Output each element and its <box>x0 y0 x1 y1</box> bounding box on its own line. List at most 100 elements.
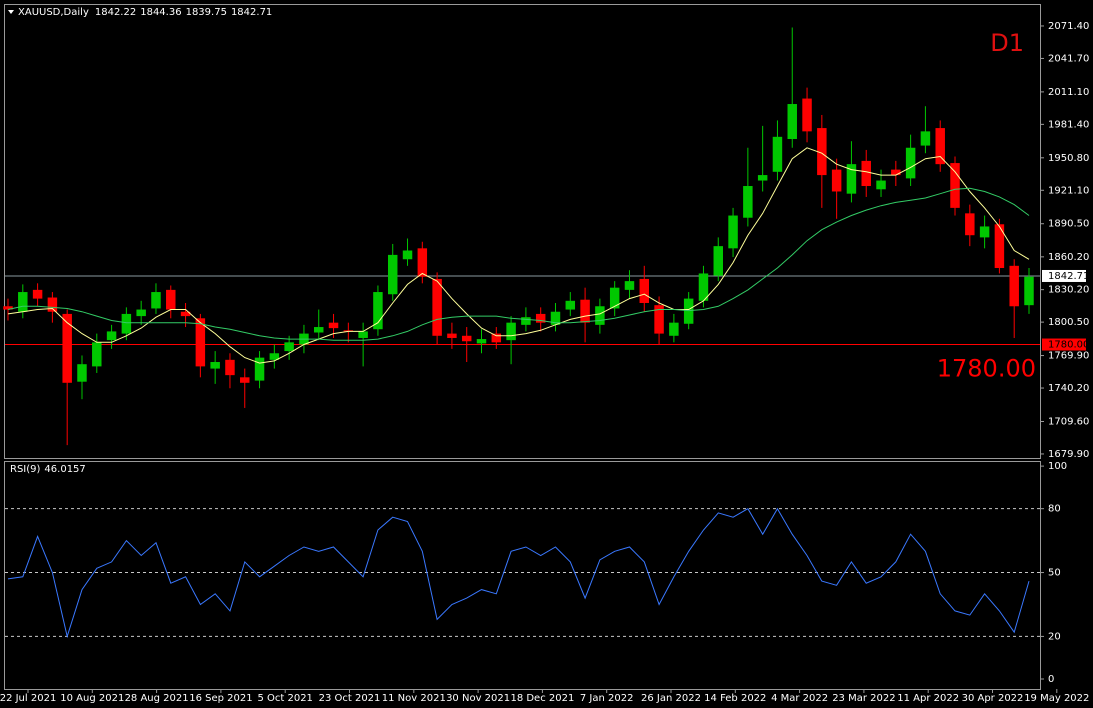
rsi-pane <box>4 461 1041 690</box>
x-tick-label: 19 May 2022 <box>1024 693 1089 704</box>
rsi-title: RSI(9) <box>10 464 41 475</box>
x-tick-label: 11 Apr 2022 <box>897 693 959 704</box>
x-tick-label: 26 Jan 2022 <box>641 693 701 704</box>
candle-body <box>210 362 220 369</box>
x-tick-label: 30 Nov 2021 <box>446 693 510 704</box>
header-high: 1844.36 <box>140 7 181 18</box>
candle-body <box>965 213 975 236</box>
header-close: 1842.71 <box>231 7 272 18</box>
header-open: 1842.22 <box>95 7 136 18</box>
candle-body <box>195 318 206 367</box>
y-tick-label: 1709.60 <box>1048 416 1089 427</box>
candle-body <box>817 128 827 176</box>
candle-body <box>18 292 28 312</box>
candle-body <box>432 278 442 336</box>
candle-body <box>240 377 250 383</box>
candle-body <box>402 250 413 260</box>
candle-body <box>32 289 43 299</box>
y-tick-label: 1769.90 <box>1048 351 1089 362</box>
y-tick-label: 2011.10 <box>1048 87 1089 98</box>
y-tick-label: 50 <box>1048 568 1061 579</box>
y-tick-label: 0 <box>1048 674 1054 685</box>
candle-body <box>624 281 635 290</box>
x-tick-label: 28 Aug 2021 <box>125 693 189 704</box>
candle-body <box>461 335 472 342</box>
candle-body <box>787 104 797 140</box>
candle-body <box>121 313 132 334</box>
y-tick-label: 1740.20 <box>1048 383 1089 394</box>
moving-average <box>7 147 1030 364</box>
candle-body <box>417 248 428 277</box>
x-tick-label: 4 Mar 2022 <box>771 693 828 704</box>
y-tick-label: 1830.20 <box>1048 285 1089 296</box>
current-price-label: 1842.71 <box>1048 271 1089 282</box>
x-tick-label: 11 Nov 2021 <box>382 693 446 704</box>
x-tick-label: 14 Feb 2022 <box>704 693 766 704</box>
candle-body <box>535 313 546 323</box>
candle-body <box>565 300 576 310</box>
candle-body <box>595 306 605 325</box>
candle-body <box>772 136 783 172</box>
candle-body <box>447 333 457 338</box>
candle-body <box>254 357 265 381</box>
level-box <box>1042 338 1086 351</box>
y-tick-label: 1981.40 <box>1048 119 1089 130</box>
candle-body <box>47 297 58 312</box>
candle-body <box>757 175 768 181</box>
x-tick-label: 18 Dec 2021 <box>510 693 574 704</box>
candle-body <box>861 160 871 187</box>
x-tick-label: 22 Jul 2021 <box>0 693 56 704</box>
x-tick-label: 16 Sep 2021 <box>189 693 252 704</box>
candle-body <box>609 287 620 309</box>
current-price-box <box>1042 269 1086 282</box>
candle-body <box>166 289 176 310</box>
x-tick-label: 30 Apr 2022 <box>962 693 1024 704</box>
candle-body <box>728 215 738 249</box>
candle-body <box>580 299 590 323</box>
candle-body <box>387 254 398 295</box>
candle-body <box>831 169 842 192</box>
candle-body <box>491 333 502 343</box>
candle-body <box>136 309 146 317</box>
y-tick-label: 1890.50 <box>1048 219 1089 230</box>
y-tick-label: 2071.40 <box>1048 21 1089 32</box>
header-low: 1839.75 <box>186 7 227 18</box>
y-tick-label: 1921.10 <box>1048 185 1089 196</box>
y-tick-label: 2041.70 <box>1048 53 1089 64</box>
candle-body <box>994 224 1005 269</box>
moving-average <box>7 187 1030 341</box>
candle-body <box>669 322 679 336</box>
candle-body <box>3 306 13 310</box>
y-tick-label: 1800.50 <box>1048 317 1089 328</box>
candle-body <box>846 164 857 194</box>
candle-body <box>106 331 117 341</box>
x-tick-label: 10 Aug 2021 <box>60 693 124 704</box>
candle-body <box>373 292 383 330</box>
level-price-label: 1780.00 <box>1048 340 1089 351</box>
candle-body <box>269 353 280 360</box>
candle-body <box>476 339 487 344</box>
menu-arrow[interactable] <box>8 10 14 14</box>
candle-body <box>979 226 990 238</box>
candle-body <box>743 186 753 218</box>
candle-body <box>328 322 339 329</box>
level-annotation: 1780.00 <box>937 355 1036 383</box>
candle-body <box>521 317 531 325</box>
y-tick-label: 1860.20 <box>1048 252 1089 263</box>
y-tick-label: 1950.80 <box>1048 153 1089 164</box>
timeframe-label: D1 <box>990 29 1024 57</box>
candle-body <box>935 128 945 165</box>
candle-body <box>891 169 901 176</box>
candle-body <box>180 311 191 317</box>
rsi-header: RSI(9) 46.0157 <box>10 464 86 475</box>
price-pane <box>4 4 1041 459</box>
candle-body <box>905 147 916 179</box>
candle-body <box>284 342 294 352</box>
candle-body <box>920 131 931 146</box>
candle-body <box>950 163 960 208</box>
symbol-title: XAUUSD,Daily <box>18 7 89 18</box>
candle-body <box>639 278 650 303</box>
candle-body <box>92 342 102 367</box>
